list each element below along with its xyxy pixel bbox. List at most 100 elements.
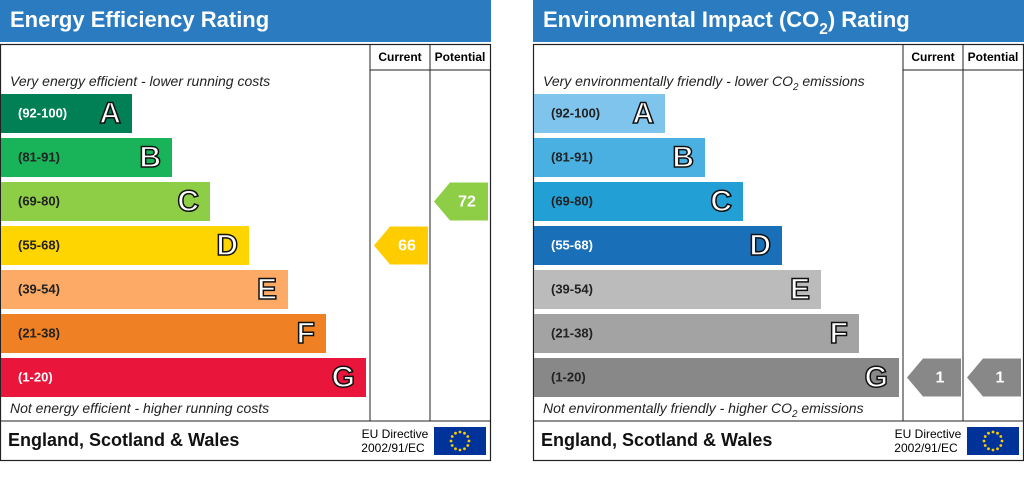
eu-star [454,447,457,451]
text-part: ) Rating [828,7,910,32]
eu-star [450,435,454,438]
band-letter: C [710,185,732,218]
band-letter: F [297,317,315,350]
rating-band [534,94,665,133]
rating-value: 72 [458,194,476,211]
band-range: (39-54) [551,281,593,296]
rating-band [534,270,821,309]
rating-panel: Environmental Impact (CO2) RatingCurrent… [532,0,1024,462]
rating-band [1,358,366,397]
panel-title: Environmental Impact (CO2) Rating [543,7,910,38]
eu-star [987,447,990,451]
band-letter: D [749,229,771,262]
eu-star [458,430,462,434]
band-range: (55-68) [551,237,593,252]
directive-line: EU Directive [362,427,429,441]
subscript: 2 [791,409,798,420]
band-letter: C [177,185,199,218]
text-part: emissions [797,400,863,416]
rating-arrow [907,358,961,397]
band-range: (1-20) [551,369,586,384]
subscript: 2 [819,21,828,38]
rating-band [534,358,899,397]
rating-arrow [967,358,1021,397]
rating-value: 66 [398,238,416,255]
band-letter: G [332,361,355,394]
eu-star [454,431,457,435]
band-letter: A [99,97,121,130]
eu-star [463,431,466,435]
rating-band [534,182,743,221]
band-range: (69-80) [551,193,593,208]
text-part: Not environmentally friendly - higher CO [543,400,792,416]
rating-arrow [434,182,488,221]
eu-star [982,439,986,443]
band-range: (21-38) [551,325,593,340]
rating-value: 1 [936,370,945,387]
eu-star [1000,439,1004,443]
text-part: Environmental Impact (CO [543,7,819,32]
eu-star [996,447,999,451]
column-header: Potential [968,50,1019,64]
title-bar [533,0,1024,42]
band-range: (39-54) [18,281,60,296]
band-letter: B [139,141,161,174]
eu-star [983,444,987,447]
subscript: 2 [792,82,799,93]
rating-arrow [374,226,428,265]
band-letter: E [257,273,277,306]
eu-star [449,439,453,443]
band-range: (92-100) [551,105,600,120]
rating-band [534,314,859,353]
eu-star [450,444,454,447]
eu-star [466,444,470,447]
top-note: Very energy efficient - lower running co… [10,73,270,89]
eu-star [467,439,471,443]
column-header: Potential [435,50,486,64]
band-letter: F [830,317,848,350]
eu-star [987,431,990,435]
title-bar [0,0,491,42]
rating-band [534,226,782,265]
text-part: Very environmentally friendly - lower CO [543,73,793,89]
region-label: England, Scotland & Wales [8,430,239,450]
eu-star [983,435,987,438]
directive-line: 2002/91/EC [361,441,425,455]
band-range: (92-100) [18,105,67,120]
rating-value: 1 [996,370,1005,387]
rating-band [1,226,249,265]
band-letter: A [632,97,654,130]
eu-star [999,435,1003,438]
band-letter: B [672,141,694,174]
directive-line: EU Directive [895,427,962,441]
eu-star [458,448,462,452]
rating-band [1,138,172,177]
rating-band [1,270,288,309]
band-range: (69-80) [18,193,60,208]
text-part: emissions [798,73,864,89]
text-part: Energy Efficiency Rating [10,7,269,32]
eu-star [463,447,466,451]
band-range: (81-91) [551,149,593,164]
panel-title: Energy Efficiency Rating [10,7,269,32]
eu-star [466,435,470,438]
top-note: Very environmentally friendly - lower CO… [543,73,865,93]
band-letter: G [865,361,888,394]
eu-star [991,430,995,434]
band-range: (21-38) [18,325,60,340]
column-header: Current [911,50,954,64]
column-header: Current [378,50,421,64]
band-range: (1-20) [18,369,53,384]
text-part: Not energy efficient - higher running co… [10,400,269,416]
band-letter: E [790,273,810,306]
eu-star [996,431,999,435]
rating-band [534,138,705,177]
band-letter: D [216,229,238,262]
table-border [0,43,492,462]
rating-panel: Energy Efficiency Rating Current Potential… [0,0,492,462]
eu-star [999,444,1003,447]
text-part: Very energy efficient - lower running co… [10,73,270,89]
rating-band [1,182,210,221]
region-label: England, Scotland & Wales [541,430,772,450]
